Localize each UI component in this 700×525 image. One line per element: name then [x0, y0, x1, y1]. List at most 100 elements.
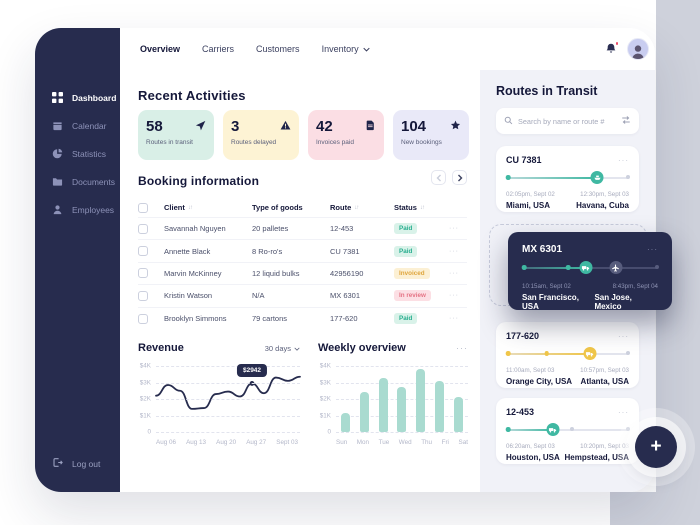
card-menu-button[interactable]: ···	[618, 155, 629, 165]
pagination-prev-button[interactable]	[431, 170, 446, 185]
sort-icon[interactable]: ↓↑	[354, 204, 359, 211]
chart-menu-button[interactable]: ···	[456, 343, 468, 353]
sidebar-item-dashboard[interactable]: Dashboard	[35, 84, 120, 112]
origin: Houston, USA	[506, 453, 560, 462]
revenue-plot: $2942	[155, 364, 301, 433]
weekly-overview-title: Weekly overview	[318, 342, 406, 354]
goods-cell: 12 liquid bulks	[252, 268, 300, 278]
status-badge: Invoiced	[394, 267, 430, 279]
goods-cell: 8 Ro-ro's	[252, 246, 283, 256]
plus-icon: +	[650, 436, 662, 457]
route-card-177620[interactable]: 177-620 ··· 11:00am, Sept 03 10:57pm, Sept…	[496, 322, 639, 388]
sidebar-item-label: Documents	[72, 177, 115, 187]
revenue-title: Revenue	[138, 342, 184, 354]
tab-overview[interactable]: Overview	[140, 44, 181, 54]
revenue-tooltip: $2942	[236, 364, 268, 378]
truck-marker	[579, 261, 593, 274]
destination: Atlanta, USA	[580, 377, 629, 386]
stat-card-invoices-paid: 42 Invoices paid	[308, 110, 384, 160]
departure-time: 06:20am, Sept 03	[506, 443, 555, 450]
card-menu-button[interactable]: ···	[618, 331, 629, 341]
notification-dot	[614, 41, 619, 46]
ship-marker	[590, 171, 604, 184]
table-row: Savannah Nguyen 20 palletes 12-453 Paid …	[138, 218, 467, 241]
topbar: Overview Carriers Customers Inventory	[120, 28, 655, 70]
destination-dot	[625, 351, 630, 356]
card-menu-button[interactable]: ···	[647, 245, 658, 254]
row-checkbox[interactable]	[138, 290, 148, 301]
sidebar-item-label: Dashboard	[72, 93, 117, 103]
route-card-cu7381[interactable]: CU 7381 ··· 02:05pm, Sept 02 12:30pm, Sept…	[496, 146, 639, 212]
row-menu-button[interactable]: ···	[449, 225, 459, 233]
row-menu-button[interactable]: ···	[449, 292, 459, 300]
tab-inventory[interactable]: Inventory	[322, 44, 370, 54]
row-menu-button[interactable]: ···	[449, 269, 459, 277]
select-all-checkbox[interactable]	[138, 202, 148, 213]
table-row: Annette Black 8 Ro-ro's CU 7381 Paid ···	[138, 240, 467, 263]
truck-icon	[586, 351, 594, 356]
table-header-row: Client ↓↑ Type of goods Route ↓↑ Status ↓↑	[138, 198, 467, 218]
person-icon	[52, 204, 63, 217]
origin-dot	[505, 175, 511, 180]
status-badge: Paid	[394, 223, 418, 235]
sort-icon[interactable]: ↓↑	[419, 204, 425, 211]
sort-icon[interactable]: ↓↑	[187, 204, 193, 211]
revenue-range-select[interactable]: 30 days	[265, 344, 300, 353]
notifications-button[interactable]	[605, 41, 619, 56]
weekly-overview-chart: Weekly overview ··· $4K $3K $2K $1K 0 Sun Mon…	[318, 342, 468, 446]
pie-chart-icon	[52, 148, 63, 161]
booking-table: Client ↓↑ Type of goods Route ↓↑ Status ↓↑ …	[138, 198, 467, 330]
client-cell: Kristin Watson	[164, 291, 213, 301]
sidebar-item-employees[interactable]: Employees	[35, 196, 120, 224]
row-checkbox[interactable]	[138, 313, 148, 324]
filter-icon[interactable]	[621, 112, 631, 130]
card-menu-button[interactable]: ···	[618, 407, 629, 417]
tab-carriers[interactable]: Carriers	[202, 44, 235, 54]
departure-time: 11:00am, Sept 03	[506, 367, 555, 374]
route-progress	[505, 423, 630, 436]
origin-dot	[505, 351, 511, 356]
sidebar-item-calendar[interactable]: Calendar	[35, 112, 120, 140]
client-cell: Marvin McKinney	[164, 268, 222, 278]
stat-card-new-bookings: 104 New bookings	[393, 110, 469, 160]
pagination-next-button[interactable]	[452, 170, 467, 185]
recent-activities-title: Recent Activities	[138, 88, 246, 103]
sidebar-item-label: Employees	[72, 205, 115, 215]
logout-button[interactable]: Log out	[52, 457, 100, 470]
arrival-time: 10:20pm, Sept 03	[580, 443, 629, 450]
row-checkbox[interactable]	[138, 246, 148, 257]
row-checkbox[interactable]	[138, 268, 148, 279]
route-search-input[interactable]	[518, 116, 616, 126]
client-cell: Annette Black	[164, 246, 211, 256]
route-card-mx6301[interactable]: MX 6301 ··· 10:15am, Sept 02 8:43pm, Sept …	[508, 232, 672, 311]
status-badge: Paid	[394, 313, 418, 325]
avatar[interactable]	[627, 38, 649, 60]
chevron-down-icon	[294, 344, 300, 353]
row-menu-button[interactable]: ···	[449, 247, 459, 255]
row-menu-button[interactable]: ···	[449, 315, 459, 323]
goods-cell: N/A	[252, 291, 265, 301]
grid-icon	[52, 91, 63, 105]
sidebar-item-documents[interactable]: Documents	[35, 168, 120, 196]
destination-dot	[625, 175, 630, 180]
table-row: Marvin McKinney 12 liquid bulks 42956190…	[138, 263, 467, 286]
stat-card-routes-delayed: 3 Routes delayed	[223, 110, 299, 160]
route-card-12453[interactable]: 12-453 ··· 06:20am, Sept 03 10:20pm, Sept …	[496, 398, 639, 464]
add-route-fab[interactable]: +	[635, 426, 677, 468]
route-cell: 177-620	[330, 314, 358, 324]
invoice-icon	[365, 118, 376, 131]
route-progress	[505, 171, 630, 184]
row-checkbox[interactable]	[138, 223, 148, 234]
tab-customers[interactable]: Customers	[256, 44, 300, 54]
destination-dot	[654, 265, 659, 270]
bar	[416, 369, 426, 432]
client-cell: Brooklyn Simmons	[164, 314, 227, 324]
origin-dot	[521, 265, 527, 270]
waypoint-dot	[570, 427, 575, 432]
main-content: Recent Activities 58 Routes in transit 3…	[120, 70, 480, 492]
revenue-y-axis: $4K $3K $2K $1K 0	[139, 362, 151, 436]
sidebar-item-label: Calendar	[72, 121, 107, 131]
origin: Orange City, USA	[506, 377, 573, 386]
star-icon	[450, 118, 461, 130]
sidebar-item-statistics[interactable]: Statistics	[35, 140, 120, 168]
